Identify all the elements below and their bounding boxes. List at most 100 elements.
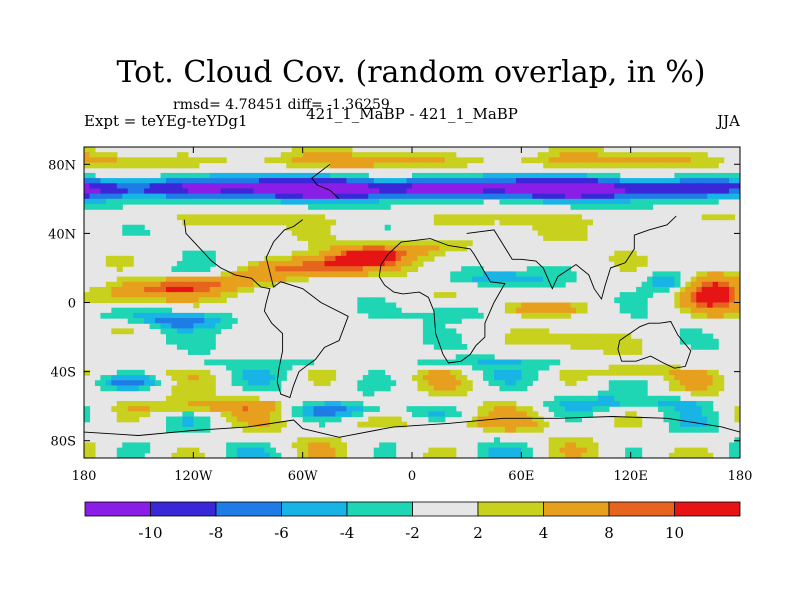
heatmap-cell bbox=[215, 297, 222, 304]
heatmap-cell bbox=[193, 162, 200, 169]
heatmap-cell bbox=[209, 323, 216, 330]
heatmap-cell bbox=[204, 193, 211, 200]
heatmap-cell bbox=[510, 400, 517, 407]
heatmap-cell bbox=[155, 157, 162, 164]
heatmap-cell bbox=[176, 198, 183, 205]
heatmap-cell bbox=[444, 240, 451, 247]
heatmap-cell bbox=[537, 421, 544, 428]
heatmap-cell bbox=[302, 188, 309, 195]
heatmap-cell bbox=[406, 266, 413, 272]
heatmap-cell bbox=[510, 421, 517, 428]
heatmap-cell bbox=[231, 359, 238, 366]
heatmap-cell bbox=[111, 406, 118, 412]
heatmap-cell bbox=[198, 328, 205, 335]
heatmap-cell bbox=[412, 250, 419, 257]
heatmap-cell bbox=[198, 193, 205, 200]
heatmap-cell bbox=[537, 416, 544, 423]
heatmap-cell bbox=[679, 193, 686, 200]
heatmap-cell bbox=[171, 333, 178, 340]
heatmap-cell bbox=[494, 380, 501, 387]
heatmap-cell bbox=[608, 364, 615, 371]
heatmap-cell bbox=[390, 307, 397, 314]
heatmap-cell bbox=[313, 183, 320, 190]
heatmap-cell bbox=[570, 193, 577, 200]
heatmap-cell bbox=[313, 380, 320, 387]
heatmap-cell bbox=[335, 411, 342, 418]
heatmap-cell bbox=[488, 281, 495, 288]
heatmap-cell bbox=[576, 172, 583, 179]
heatmap-cell bbox=[269, 276, 276, 283]
heatmap-cell bbox=[269, 447, 276, 454]
heatmap-cell bbox=[532, 411, 539, 418]
heatmap-cell bbox=[373, 452, 380, 458]
heatmap-cell bbox=[384, 255, 391, 262]
heatmap-cell bbox=[368, 245, 375, 252]
heatmap-cell bbox=[308, 193, 315, 200]
heatmap-cell bbox=[149, 312, 156, 319]
heatmap-cell bbox=[532, 214, 539, 221]
heatmap-cell bbox=[494, 421, 501, 428]
heatmap-cell bbox=[94, 198, 101, 205]
heatmap-cell bbox=[275, 271, 282, 278]
heatmap-cell bbox=[521, 157, 528, 164]
heatmap-cell bbox=[286, 172, 293, 179]
heatmap-cell bbox=[494, 416, 501, 423]
heatmap-cell bbox=[504, 188, 511, 195]
heatmap-cell bbox=[504, 385, 511, 392]
heatmap-cell bbox=[269, 266, 276, 272]
heatmap-cell bbox=[734, 442, 740, 449]
heatmap-cell bbox=[494, 452, 501, 458]
heatmap-cell bbox=[488, 172, 495, 179]
heatmap-cell bbox=[160, 281, 167, 288]
heatmap-cell bbox=[641, 152, 648, 158]
heatmap-cell bbox=[258, 276, 265, 283]
heatmap-cell bbox=[84, 193, 91, 200]
heatmap-cell bbox=[138, 162, 145, 169]
heatmap-cell bbox=[335, 416, 342, 423]
heatmap-cell bbox=[379, 193, 386, 200]
heatmap-cell bbox=[362, 188, 369, 195]
heatmap-cell bbox=[548, 447, 555, 454]
heatmap-cell bbox=[412, 172, 419, 179]
heatmap-cell bbox=[444, 338, 451, 345]
heatmap-cell bbox=[641, 198, 648, 205]
heatmap-cell bbox=[428, 447, 435, 454]
heatmap-cell bbox=[428, 411, 435, 418]
heatmap-cell bbox=[734, 193, 740, 200]
heatmap-cell bbox=[182, 152, 189, 158]
heatmap-cell bbox=[504, 281, 511, 288]
heatmap-cell bbox=[242, 172, 249, 179]
heatmap-cell bbox=[324, 229, 331, 236]
heatmap-cell bbox=[182, 328, 189, 335]
heatmap-cell bbox=[111, 183, 118, 190]
heatmap-cell bbox=[537, 152, 544, 158]
heatmap-cell bbox=[565, 375, 572, 381]
heatmap-cell bbox=[368, 416, 375, 423]
heatmap-cell bbox=[548, 178, 555, 184]
heatmap-cell bbox=[116, 380, 123, 387]
heatmap-cell bbox=[679, 333, 686, 340]
heatmap-cell bbox=[94, 178, 101, 184]
heatmap-cell bbox=[472, 219, 479, 226]
heatmap-cell bbox=[532, 157, 539, 164]
heatmap-cell bbox=[138, 286, 145, 293]
heatmap-cell bbox=[390, 302, 397, 309]
heatmap-cell bbox=[362, 172, 369, 179]
heatmap-cell bbox=[226, 364, 233, 371]
heatmap-cell bbox=[630, 400, 637, 407]
heatmap-cell bbox=[477, 421, 484, 428]
heatmap-cell bbox=[324, 255, 331, 262]
heatmap-cell bbox=[193, 172, 200, 179]
heatmap-cell bbox=[346, 157, 353, 164]
heatmap-cell bbox=[286, 152, 293, 158]
heatmap-cell bbox=[532, 426, 539, 433]
heatmap-cell bbox=[603, 198, 610, 205]
heatmap-cell bbox=[417, 198, 424, 205]
heatmap-cell bbox=[313, 411, 320, 418]
heatmap-cell bbox=[275, 411, 282, 418]
heatmap-cell bbox=[663, 198, 670, 205]
heatmap-cell bbox=[510, 364, 517, 371]
heatmap-cell bbox=[532, 312, 539, 319]
heatmap-cell bbox=[122, 281, 129, 288]
heatmap-cell bbox=[668, 157, 675, 164]
